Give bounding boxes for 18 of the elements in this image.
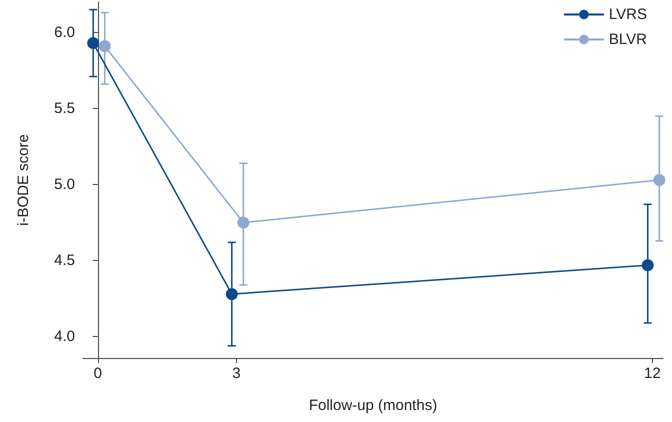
y-tick-label: 4.5	[54, 252, 75, 270]
point	[237, 216, 250, 229]
point	[226, 288, 238, 300]
x-tick-label: 12	[644, 365, 661, 382]
y-tick-label: 5.5	[54, 100, 75, 117]
y-axis-title: i-BODE score	[15, 134, 32, 226]
legend-label: BLVR	[608, 31, 648, 48]
point	[653, 174, 666, 186]
point	[642, 259, 654, 272]
point	[98, 40, 111, 52]
x-axis-title: Follow-up (months)	[308, 397, 438, 414]
point	[87, 37, 100, 50]
y-tick-label: 6.0	[54, 24, 75, 41]
x-tick-label: 3	[232, 365, 241, 382]
legend-label: LVRS	[608, 6, 648, 23]
y-tick-label: 5.0	[54, 176, 75, 194]
y-tick-label: 4.0	[54, 328, 75, 346]
x-tick-label: 0	[94, 365, 102, 382]
